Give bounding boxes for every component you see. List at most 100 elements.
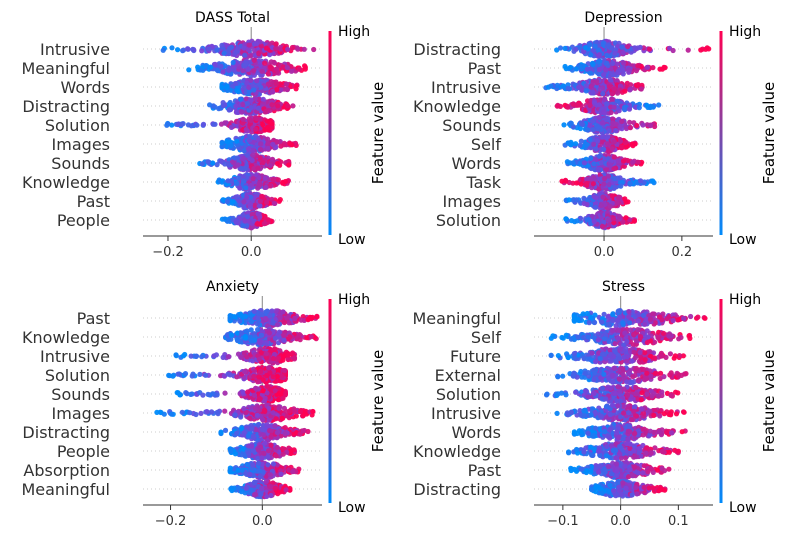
shap-point [623,215,629,221]
shap-point [257,198,264,204]
feature-label: Images [52,404,110,423]
feature-label: Past [77,309,110,328]
feature-swarm [559,171,657,192]
shap-point [251,57,257,63]
feature-label: Distracting [22,97,110,116]
shap-point [603,67,609,73]
shap-point [636,105,642,111]
shap-point [288,68,295,74]
shap-point [276,329,282,335]
shap-point [241,45,247,51]
shap-point [597,114,603,121]
feature-label: Images [443,192,501,211]
shap-point [244,328,250,334]
shap-point [606,84,612,90]
shap-point [222,120,228,126]
shap-point [582,45,589,51]
feature-label: Solution [45,366,110,385]
shap-point [226,67,232,73]
shap-point [590,89,596,95]
shap-point [670,47,676,54]
shap-point [186,67,192,73]
shap-point [595,138,601,144]
shap-point [583,88,589,94]
shap-point [650,178,656,184]
shap-point [605,217,611,223]
shap-point [277,314,283,320]
shap-point [239,166,245,172]
feature-label: Distracting [22,423,110,442]
shap-point [264,199,270,205]
shap-point [203,63,209,69]
shap-point [627,119,633,125]
shap-point [626,106,633,112]
shap-point [263,45,269,51]
shap-point [562,45,568,52]
shap-point [256,338,262,344]
shap-point [591,219,597,225]
shap-point [234,109,240,115]
shap-point [274,87,280,93]
shap-point [644,102,650,108]
shap-point [640,122,646,128]
shap-point [610,60,616,66]
shap-point [260,96,266,102]
shap-point [248,77,254,83]
shap-point [576,84,582,90]
shap-point [587,102,593,108]
shap-point [240,116,246,122]
shap-point [160,47,166,53]
shap-point [274,161,280,167]
feature-swarm [207,95,296,117]
shap-point [224,198,230,205]
shap-point [601,176,608,182]
shap-point [581,160,588,166]
feature-swarm [554,96,662,117]
shap-point [585,127,591,133]
shap-point [632,45,638,51]
shap-point [263,184,269,190]
shap-point [259,332,265,338]
panel-title: Depression [584,10,662,26]
shap-point [614,61,620,67]
shap-point [244,80,250,86]
shap-point [249,319,255,325]
shap-point [627,87,633,93]
shap-point [235,337,241,344]
shap-point [703,46,709,52]
shap-point [220,103,227,109]
shap-point [590,181,597,187]
shap-point [570,101,576,107]
shap-point [227,316,233,322]
shap-point [622,88,628,94]
shap-point [290,103,296,109]
shap-point [575,102,581,108]
shap-point [243,185,249,191]
shap-point [622,140,629,146]
shap-point [238,108,244,115]
shap-point [235,175,241,181]
shap-point [563,216,569,222]
shap-point [242,52,248,58]
feature-swarm [215,171,291,192]
shap-point [647,123,654,129]
feature-swarm [186,57,308,79]
shap-point [237,318,243,324]
colorbar-gradient [328,31,332,235]
feature-swarm [562,57,668,79]
shap-point [596,47,602,53]
shap-point [606,182,612,188]
feature-swarm [223,327,319,348]
feature-swarm [561,114,658,136]
feature-swarm [219,77,300,98]
shap-point [281,332,287,338]
shap-point [269,308,275,314]
shap-point [615,175,621,181]
shap-point [605,134,611,140]
shap-point [233,218,239,225]
shap-point [275,177,281,183]
feature-label: Knowledge [22,173,110,192]
shap-point [289,44,296,51]
shap-point [284,315,290,321]
shap-point [586,217,592,223]
